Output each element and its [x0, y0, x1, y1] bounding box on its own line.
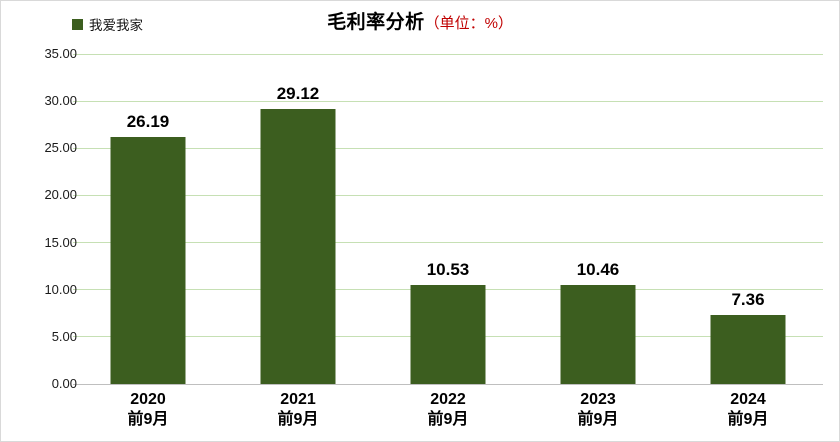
x-axis-category-label: 2024 前9月 — [727, 391, 769, 428]
y-gridline — [73, 147, 823, 149]
bar-2024-前9月[interactable] — [710, 314, 786, 384]
bar-2021-前9月[interactable] — [260, 109, 336, 384]
chart-title-unit: （单位：%） — [424, 15, 513, 32]
bar-2022-前9月[interactable] — [410, 284, 486, 384]
bar-2023-前9月[interactable] — [560, 285, 636, 384]
bar-slot: 10.46 — [523, 54, 673, 384]
x-axis-category-label: 2022 前9月 — [427, 391, 469, 428]
data-label: 29.12 — [276, 84, 320, 104]
data-label: 10.53 — [426, 259, 470, 279]
x-axis-category-label: 2021 前9月 — [277, 391, 319, 428]
bar-2020-前9月[interactable] — [110, 137, 186, 384]
bar-slot: 10.53 — [373, 54, 523, 384]
bar-slot: 29.12 — [223, 54, 373, 384]
chart-title: 毛利率分析（单位：%） — [327, 7, 513, 34]
y-gridline — [73, 100, 823, 102]
y-axis-tick-label: 25.00 — [44, 140, 77, 156]
data-label: 10.46 — [576, 260, 620, 280]
y-axis-tick-label: 15.00 — [44, 234, 77, 250]
legend-label: 我爱我家 — [89, 18, 143, 33]
bar-slot: 7.36 — [673, 54, 823, 384]
data-label: 7.36 — [731, 289, 765, 309]
y-axis-tick-label: 10.00 — [44, 281, 77, 297]
y-axis-tick-label: 0.00 — [51, 376, 77, 391]
y-axis-tick-label: 30.00 — [44, 93, 77, 109]
legend[interactable]: 我爱我家 — [72, 14, 143, 34]
y-axis-tick-label: 35.00 — [44, 46, 77, 61]
data-label: 26.19 — [126, 112, 170, 132]
y-axis-tick-label: 20.00 — [44, 187, 77, 203]
x-axis-line — [73, 383, 823, 385]
chart-title-text: 毛利率分析 — [327, 12, 425, 33]
y-axis-tick-label: 5.00 — [51, 328, 77, 344]
x-axis-category-label: 2023 前9月 — [577, 391, 619, 428]
x-axis-category-label: 2020 前9月 — [127, 391, 169, 428]
y-gridline — [73, 194, 823, 196]
plot-area: 26.19 29.12 10.53 10.46 7.36 — [73, 53, 823, 385]
bar-slot: 26.19 — [73, 54, 223, 384]
legend-swatch-icon — [72, 18, 83, 30]
y-gridline — [73, 242, 823, 244]
y-gridline — [73, 53, 823, 55]
x-axis-labels: 2020 前9月 2021 前9月 2022 前9月 2023 前9月 2024 前9月 — [73, 390, 823, 429]
